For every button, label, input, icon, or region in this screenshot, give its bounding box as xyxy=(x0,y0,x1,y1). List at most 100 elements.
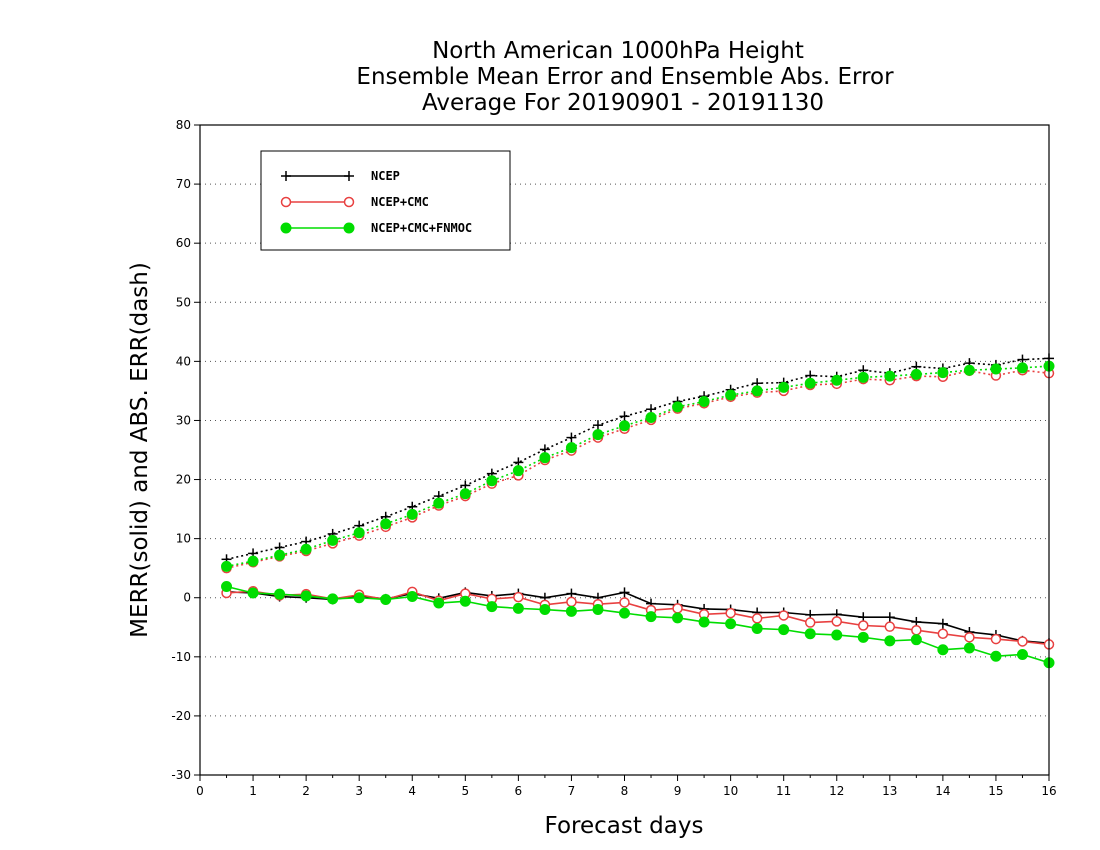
abs-err-point-2-28 xyxy=(963,364,975,376)
merr-point-2-3 xyxy=(300,590,312,602)
merr-point-2-16 xyxy=(645,611,657,623)
y-tick-label-9: 60 xyxy=(176,236,191,250)
x-tick-label-0: 0 xyxy=(196,784,204,798)
abs-err-point-2-26 xyxy=(910,368,922,380)
merr-point-2-10 xyxy=(486,601,498,613)
abs-err-point-2-27 xyxy=(937,367,949,379)
abs-err-point-2-29 xyxy=(990,363,1002,375)
merr-point-2-18 xyxy=(698,616,710,628)
merr-point-2-7 xyxy=(406,591,418,603)
legend-marker-left-0 xyxy=(281,171,291,181)
abs-err-point-2-15 xyxy=(619,420,630,432)
abs-err-point-2-7 xyxy=(406,508,418,520)
abs-err-point-2-9 xyxy=(459,488,471,500)
merr-point-2-27 xyxy=(937,644,949,656)
merr-point-1-23 xyxy=(831,616,842,627)
series-layer xyxy=(221,353,1055,669)
y-tick-label-6: 30 xyxy=(176,413,191,427)
merr-point-2-21 xyxy=(778,624,790,636)
legend-marker-right-2 xyxy=(343,222,355,234)
y-tick-label-2: -10 xyxy=(171,650,191,664)
abs-err-point-2-22 xyxy=(804,377,816,389)
title-line-3: Average For 20190901 - 20191130 xyxy=(422,90,824,116)
merr-point-2-0 xyxy=(221,581,233,592)
abs-err-point-2-20 xyxy=(751,385,763,397)
merr-point-2-2 xyxy=(274,588,286,600)
y-tick-label-11: 80 xyxy=(176,118,191,132)
abs-err-point-2-8 xyxy=(433,497,445,509)
abs-err-point-0-13 xyxy=(566,432,577,443)
abs-err-point-2-11 xyxy=(512,465,524,477)
merr-point-1-20 xyxy=(751,613,763,624)
legend-marker-left-2 xyxy=(280,222,292,234)
merr-point-2-23 xyxy=(831,629,843,641)
x-tick-label-10: 10 xyxy=(723,784,738,798)
merr-point-1-15 xyxy=(619,597,630,608)
x-tick-label-12: 12 xyxy=(829,784,844,798)
x-tick-label-11: 11 xyxy=(776,784,791,798)
abs-err-point-2-30 xyxy=(1016,362,1028,374)
merr-point-2-1 xyxy=(247,587,259,599)
x-tick-label-5: 5 xyxy=(461,784,469,798)
abs-err-point-2-14 xyxy=(592,429,604,441)
merr-point-2-22 xyxy=(804,628,816,640)
abs-err-point-2-25 xyxy=(884,370,896,382)
abs-err-point-2-6 xyxy=(380,518,392,530)
abs-err-point-2-2 xyxy=(274,549,286,561)
abs-err-point-2-16 xyxy=(645,412,657,423)
legend-marker-left-1 xyxy=(280,196,292,208)
abs-err-point-2-4 xyxy=(327,534,339,546)
abs-err-point-2-19 xyxy=(725,389,737,401)
abs-err-point-0-15 xyxy=(619,411,630,422)
abs-err-point-2-1 xyxy=(247,555,259,567)
y-tick-label-4: 10 xyxy=(176,532,191,546)
y-tick-label-5: 20 xyxy=(176,473,191,487)
merr-point-1-11 xyxy=(513,591,524,603)
x-axis-label: Forecast days xyxy=(545,813,704,839)
x-tick-label-13: 13 xyxy=(882,784,897,798)
x-tick-label-1: 1 xyxy=(249,784,257,798)
abs-err-point-2-24 xyxy=(857,371,869,383)
merr-point-1-25 xyxy=(884,621,896,632)
merr-point-2-20 xyxy=(751,622,763,634)
legend-label-1: NCEP+CMC xyxy=(371,195,429,209)
merr-point-1-22 xyxy=(804,617,816,628)
merr-point-1-17 xyxy=(672,603,683,614)
x-tick-label-4: 4 xyxy=(408,784,416,798)
abs-err-point-2-21 xyxy=(778,381,790,393)
x-tick-label-2: 2 xyxy=(302,784,310,798)
merr-point-2-6 xyxy=(380,594,392,605)
merr-point-1-29 xyxy=(990,633,1002,645)
merr-point-2-30 xyxy=(1016,648,1028,660)
merr-point-1-27 xyxy=(937,628,949,640)
legend-marker-right-0 xyxy=(344,171,354,181)
merr-point-1-30 xyxy=(1017,636,1028,647)
merr-point-0-25 xyxy=(884,612,895,623)
merr-point-1-19 xyxy=(725,607,736,619)
x-tick-label-16: 16 xyxy=(1041,784,1056,798)
merr-point-1-28 xyxy=(964,632,975,643)
abs-err-point-2-12 xyxy=(539,452,551,464)
legend-label-2: NCEP+CMC+FNMOC xyxy=(371,221,472,235)
merr-point-1-24 xyxy=(858,620,869,631)
x-tick-label-6: 6 xyxy=(515,784,523,798)
series-2 xyxy=(221,360,1055,669)
x-tick-label-3: 3 xyxy=(355,784,363,798)
merr-point-1-21 xyxy=(778,610,789,621)
y-tick-label-10: 70 xyxy=(176,177,191,191)
legend-label-0: NCEP xyxy=(371,169,400,183)
merr-point-2-15 xyxy=(619,607,630,619)
merr-point-1-26 xyxy=(911,624,922,636)
legend-box xyxy=(260,150,511,251)
abs-err-point-2-17 xyxy=(672,401,684,413)
title-line-1: North American 1000hPa Height xyxy=(432,38,804,64)
abs-err-point-2-23 xyxy=(831,374,843,386)
abs-err-point-2-10 xyxy=(486,475,498,487)
x-tick-label-14: 14 xyxy=(935,784,950,798)
merr-point-2-12 xyxy=(539,604,551,616)
merr-point-1-13 xyxy=(566,596,577,608)
merr-point-2-26 xyxy=(910,634,922,646)
x-tick-label-9: 9 xyxy=(674,784,682,798)
